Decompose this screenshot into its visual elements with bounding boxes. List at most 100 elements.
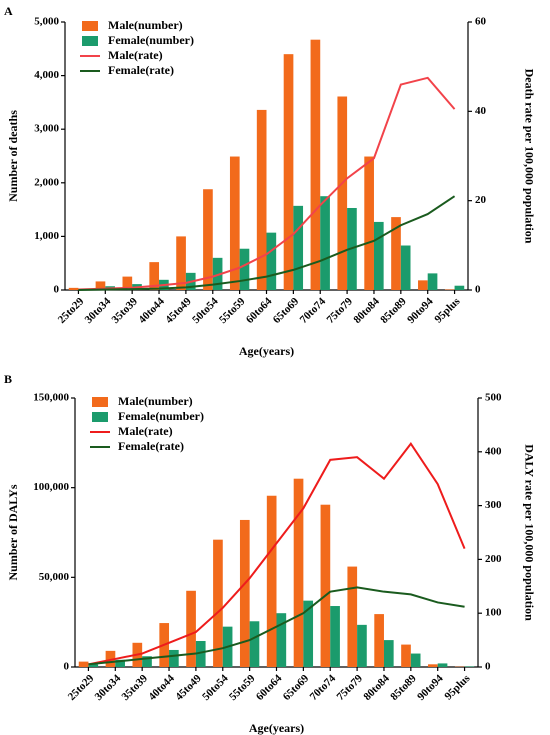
bar bbox=[213, 539, 223, 667]
x-tick-label: 40to44 bbox=[136, 295, 167, 326]
y2-tick-label: 500 bbox=[485, 392, 502, 404]
y-tick-label: 150,000 bbox=[33, 392, 69, 404]
bar bbox=[310, 39, 321, 290]
bar bbox=[337, 96, 348, 290]
bar bbox=[266, 495, 277, 667]
bar bbox=[391, 217, 401, 290]
x-tick-label: 60to64 bbox=[244, 295, 275, 326]
bar bbox=[400, 245, 411, 290]
y-tick-label: 1,000 bbox=[34, 230, 59, 242]
x-tick-label: 55to59 bbox=[217, 295, 248, 326]
x-tick-label: 35to39 bbox=[120, 672, 151, 703]
bar bbox=[293, 205, 304, 290]
bar bbox=[78, 661, 89, 667]
y2-tick-label: 0 bbox=[475, 284, 481, 296]
x-tick-label: 65to69 bbox=[281, 672, 312, 703]
bar bbox=[293, 478, 304, 667]
bar bbox=[68, 287, 79, 290]
bar bbox=[203, 189, 213, 290]
bar bbox=[149, 262, 160, 290]
legend-label: Female(number) bbox=[108, 33, 194, 47]
bar bbox=[256, 109, 267, 291]
y2-tick-label: 60 bbox=[475, 16, 487, 28]
x-tick-label: 70to74 bbox=[308, 672, 339, 703]
bar bbox=[427, 273, 438, 290]
bar bbox=[357, 624, 367, 667]
x-tick-label: 70to74 bbox=[298, 295, 329, 326]
y2-tick-label: 400 bbox=[485, 445, 502, 457]
y2-tick-label: 0 bbox=[485, 661, 491, 673]
line bbox=[78, 76, 456, 291]
y-axis-label: Number of deaths bbox=[6, 110, 20, 202]
y2-axis-label: DALY rate per 100,000 population bbox=[522, 444, 536, 621]
panel-label: B bbox=[4, 372, 12, 386]
legend-swatch bbox=[82, 36, 98, 46]
bar bbox=[454, 285, 465, 290]
y-axis-label: Number of DALYs bbox=[6, 484, 20, 580]
y2-axis-label: Death rate per 100,000 population bbox=[522, 69, 536, 244]
bar bbox=[169, 649, 179, 667]
bar bbox=[410, 653, 421, 667]
bar bbox=[347, 566, 358, 667]
bar bbox=[464, 666, 475, 667]
panel-label: A bbox=[4, 4, 13, 18]
y-tick-label: 0 bbox=[64, 661, 70, 673]
bar bbox=[249, 621, 260, 667]
legend-label: Male(rate) bbox=[118, 424, 173, 438]
y2-tick-label: 200 bbox=[485, 553, 502, 565]
y2-tick-label: 20 bbox=[475, 194, 487, 206]
x-tick-label: 45to49 bbox=[173, 672, 204, 703]
x-tick-label: 25to29 bbox=[56, 295, 87, 326]
x-tick-label: 65to69 bbox=[271, 295, 302, 326]
x-axis-label: Age(years) bbox=[239, 344, 294, 358]
legend-label: Male(number) bbox=[118, 394, 193, 408]
x-tick-label: 40to44 bbox=[146, 672, 177, 703]
legend-label: Male(rate) bbox=[108, 48, 163, 62]
legend-label: Male(number) bbox=[108, 18, 183, 32]
y-tick-label: 100,000 bbox=[33, 481, 69, 493]
x-tick-label: 75to79 bbox=[324, 295, 355, 326]
x-tick-label: 60to64 bbox=[254, 672, 285, 703]
y2-tick-label: 300 bbox=[485, 499, 502, 511]
x-tick-label: 30to34 bbox=[83, 295, 114, 326]
line bbox=[88, 586, 465, 666]
y2-tick-label: 100 bbox=[485, 607, 502, 619]
legend-label: Female(rate) bbox=[118, 439, 184, 453]
legend-swatch bbox=[82, 21, 98, 31]
y-tick-label: 3,000 bbox=[34, 123, 59, 135]
line bbox=[78, 195, 456, 291]
y-tick-label: 2,000 bbox=[34, 176, 59, 188]
bar bbox=[428, 664, 438, 667]
bar bbox=[266, 232, 277, 290]
x-tick-label: 95plus bbox=[442, 672, 473, 703]
bar bbox=[239, 248, 250, 290]
legend-swatch bbox=[92, 412, 108, 422]
x-tick-label: 80to84 bbox=[351, 295, 382, 326]
bar bbox=[383, 640, 394, 667]
bar bbox=[239, 519, 250, 667]
bar bbox=[122, 276, 133, 290]
x-tick-label: 75to79 bbox=[334, 672, 365, 703]
legend-label: Female(rate) bbox=[108, 63, 174, 77]
x-tick-label: 35to39 bbox=[110, 295, 141, 326]
x-tick-label: 45to49 bbox=[163, 295, 194, 326]
bar bbox=[195, 640, 206, 667]
x-axis-label: Age(years) bbox=[249, 721, 304, 735]
bar bbox=[229, 156, 240, 290]
legend-label: Female(number) bbox=[118, 409, 204, 423]
y2-tick-label: 40 bbox=[475, 105, 487, 117]
bar bbox=[88, 664, 99, 667]
bar bbox=[283, 54, 294, 290]
bar bbox=[212, 257, 223, 290]
bar bbox=[374, 614, 384, 667]
bar bbox=[418, 280, 428, 290]
y-tick-label: 50,000 bbox=[39, 571, 70, 583]
bar bbox=[95, 281, 106, 290]
y-tick-label: 4,000 bbox=[34, 69, 59, 81]
x-tick-label: 25to29 bbox=[66, 672, 97, 703]
bar bbox=[176, 236, 186, 290]
x-tick-label: 50to54 bbox=[200, 672, 231, 703]
bar bbox=[364, 156, 374, 290]
bar bbox=[303, 600, 314, 667]
